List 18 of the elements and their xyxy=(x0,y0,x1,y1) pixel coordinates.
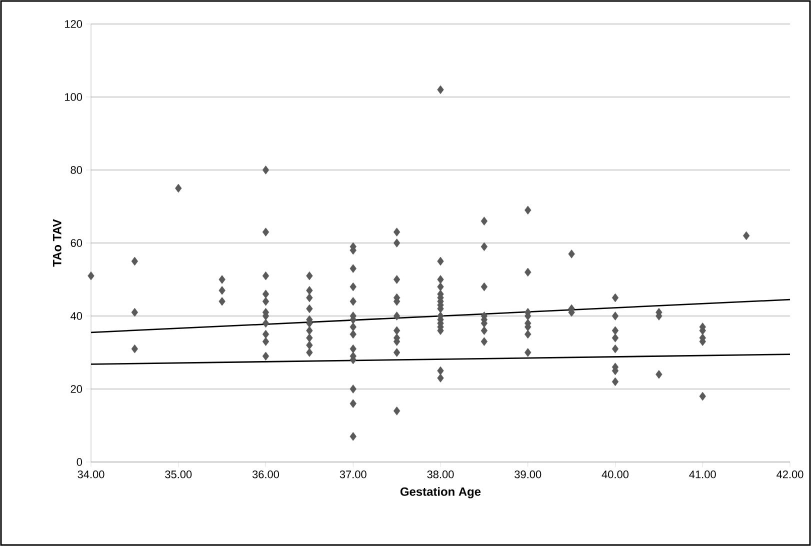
y-tick-label: 120 xyxy=(65,20,82,28)
y-tick-label: 60 xyxy=(70,239,82,247)
x-tick-label: 35.00 xyxy=(165,470,192,478)
x-tick-label: 36.00 xyxy=(252,470,280,478)
x-tick-label: 38.00 xyxy=(427,470,454,478)
x-tick-label: 37.00 xyxy=(340,470,366,478)
x-tick-label: 40.00 xyxy=(602,470,629,478)
y-tick-label: 100 xyxy=(65,93,82,101)
x-tick-label: 34.00 xyxy=(78,470,104,478)
x-tick-label: 42.00 xyxy=(776,470,804,478)
y-tick-label: 40 xyxy=(70,312,82,320)
y-tick-label: 20 xyxy=(70,385,82,393)
x-tick-label: 39.00 xyxy=(514,470,542,478)
y-tick-label: 0 xyxy=(76,458,82,466)
x-axis-title: Gestation Age xyxy=(400,487,481,498)
y-axis-title: TAo TAV xyxy=(53,219,62,267)
x-tick-label: 41.00 xyxy=(689,470,716,478)
y-tick-label: 80 xyxy=(70,166,82,174)
